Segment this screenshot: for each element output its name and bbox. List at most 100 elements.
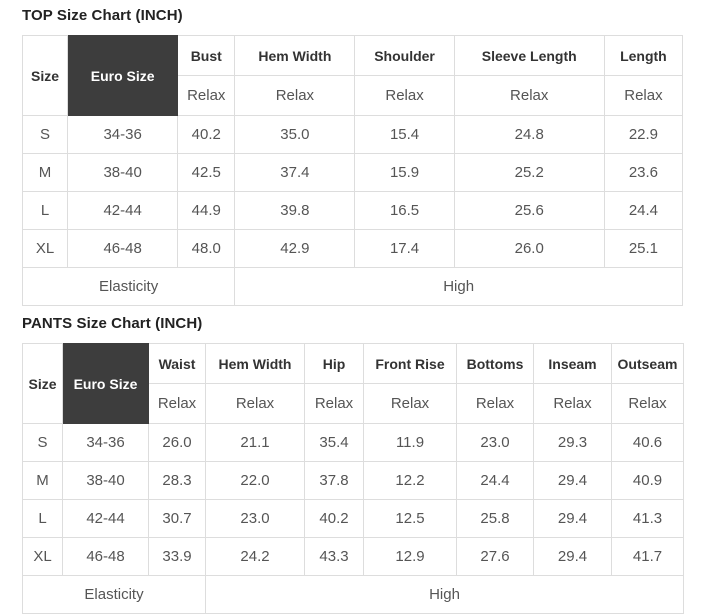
value-cell: 25.6 (453, 191, 605, 230)
value-cell: 22.0 (205, 461, 305, 500)
top-subheader-row: Relax Relax Relax Relax Relax (23, 75, 684, 116)
size-cell: L (21, 191, 69, 230)
table-row: XL 46-48 48.0 42.9 17.4 26.0 25.1 (21, 229, 684, 268)
value-cell: 37.4 (234, 153, 356, 192)
pants-subheader-row: Relax Relax Relax Relax Relax Relax Rela… (23, 383, 684, 424)
relax-subheader: Relax (148, 383, 206, 424)
column-header-length: Length (603, 35, 684, 76)
top-size-table: Size Euro Size Bust Hem Width Shoulder S… (21, 35, 684, 306)
value-cell: 21.1 (205, 423, 305, 462)
value-cell: 29.4 (533, 499, 612, 538)
relax-subheader: Relax (603, 75, 684, 116)
elasticity-row: Elasticity High (21, 267, 683, 306)
value-cell: 24.8 (453, 115, 605, 154)
elasticity-value: High (234, 267, 683, 306)
value-cell: 35.0 (234, 115, 356, 154)
euro-size-cell: 34-36 (62, 423, 149, 462)
euro-size-cell: 38-40 (62, 461, 149, 500)
size-cell: S (22, 423, 63, 462)
value-cell: 29.3 (533, 423, 612, 462)
table-row: S 34-36 40.2 35.0 15.4 24.8 22.9 (21, 115, 684, 154)
table-row: XL 46-48 33.9 24.2 43.3 12.9 27.6 29.4 4… (22, 537, 684, 576)
relax-subheader: Relax (453, 75, 605, 116)
table-row: L 42-44 44.9 39.8 16.5 25.6 24.4 (21, 191, 684, 230)
table-row: M 38-40 28.3 22.0 37.8 12.2 24.4 29.4 40… (22, 461, 684, 500)
value-cell: 23.6 (603, 153, 684, 192)
column-header-shoulder: Shoulder (354, 35, 455, 76)
elasticity-label: Elasticity (21, 267, 236, 306)
column-header-hem-width: Hem Width (205, 343, 305, 384)
column-header-sleeve-length: Sleeve Length (453, 35, 605, 76)
value-cell: 40.6 (611, 423, 684, 462)
column-header-front-rise: Front Rise (363, 343, 457, 384)
value-cell: 28.3 (148, 461, 206, 500)
euro-size-cell: 46-48 (62, 537, 149, 576)
value-cell: 24.2 (205, 537, 305, 576)
value-cell: 42.5 (177, 153, 236, 192)
relax-subheader: Relax (611, 383, 684, 424)
column-header-hip: Hip (304, 343, 364, 384)
value-cell: 29.4 (533, 461, 612, 500)
pants-chart-title: PANTS Size Chart (INCH) (22, 315, 203, 332)
column-header-waist: Waist (148, 343, 206, 384)
value-cell: 40.9 (611, 461, 684, 500)
value-cell: 23.0 (205, 499, 305, 538)
euro-size-cell: 42-44 (67, 191, 179, 230)
value-cell: 15.9 (354, 153, 455, 192)
elasticity-row: Elasticity High (22, 575, 684, 614)
size-cell: M (21, 153, 69, 192)
value-cell: 40.2 (304, 499, 364, 538)
value-cell: 16.5 (354, 191, 455, 230)
size-cell: S (21, 115, 69, 154)
value-cell: 23.0 (456, 423, 534, 462)
column-header-outseam: Outseam (611, 343, 684, 384)
size-cell: L (22, 499, 63, 538)
relax-subheader: Relax (234, 75, 356, 116)
relax-subheader: Relax (533, 383, 612, 424)
value-cell: 39.8 (234, 191, 356, 230)
column-header-hem-width: Hem Width (234, 35, 356, 76)
value-cell: 24.4 (456, 461, 534, 500)
pants-header-row: Size Euro Size Waist Hem Width Hip Front… (22, 343, 684, 424)
table-row: S 34-36 26.0 21.1 35.4 11.9 23.0 29.3 40… (22, 423, 684, 462)
value-cell: 12.2 (363, 461, 457, 500)
euro-size-cell: 46-48 (67, 229, 179, 268)
pants-euro-size-header: Euro Size (62, 343, 149, 424)
value-cell: 25.2 (453, 153, 605, 192)
value-cell: 42.9 (234, 229, 356, 268)
value-cell: 22.9 (603, 115, 684, 154)
value-cell: 12.9 (363, 537, 457, 576)
column-header-bust: Bust (177, 35, 236, 76)
top-chart-title: TOP Size Chart (INCH) (22, 7, 183, 24)
value-cell: 26.0 (148, 423, 206, 462)
value-cell: 12.5 (363, 499, 457, 538)
value-cell: 15.4 (354, 115, 455, 154)
value-cell: 37.8 (304, 461, 364, 500)
value-cell: 33.9 (148, 537, 206, 576)
value-cell: 11.9 (363, 423, 457, 462)
value-cell: 44.9 (177, 191, 236, 230)
value-cell: 35.4 (304, 423, 364, 462)
value-cell: 27.6 (456, 537, 534, 576)
top-size-header: Size (21, 35, 69, 116)
euro-size-cell: 38-40 (67, 153, 179, 192)
size-cell: XL (21, 229, 69, 268)
elasticity-label: Elasticity (22, 575, 206, 614)
value-cell: 24.4 (603, 191, 684, 230)
euro-size-cell: 42-44 (62, 499, 149, 538)
top-header-row: Size Euro Size Bust Hem Width Shoulder S… (21, 35, 684, 116)
column-header-bottoms: Bottoms (456, 343, 534, 384)
relax-subheader: Relax (304, 383, 364, 424)
value-cell: 40.2 (177, 115, 236, 154)
value-cell: 26.0 (453, 229, 605, 268)
table-row: M 38-40 42.5 37.4 15.9 25.2 23.6 (21, 153, 684, 192)
pants-size-table: Size Euro Size Waist Hem Width Hip Front… (22, 343, 684, 614)
value-cell: 30.7 (148, 499, 206, 538)
value-cell: 41.7 (611, 537, 684, 576)
value-cell: 41.3 (611, 499, 684, 538)
relax-subheader: Relax (363, 383, 457, 424)
value-cell: 25.8 (456, 499, 534, 538)
value-cell: 48.0 (177, 229, 236, 268)
value-cell: 17.4 (354, 229, 455, 268)
